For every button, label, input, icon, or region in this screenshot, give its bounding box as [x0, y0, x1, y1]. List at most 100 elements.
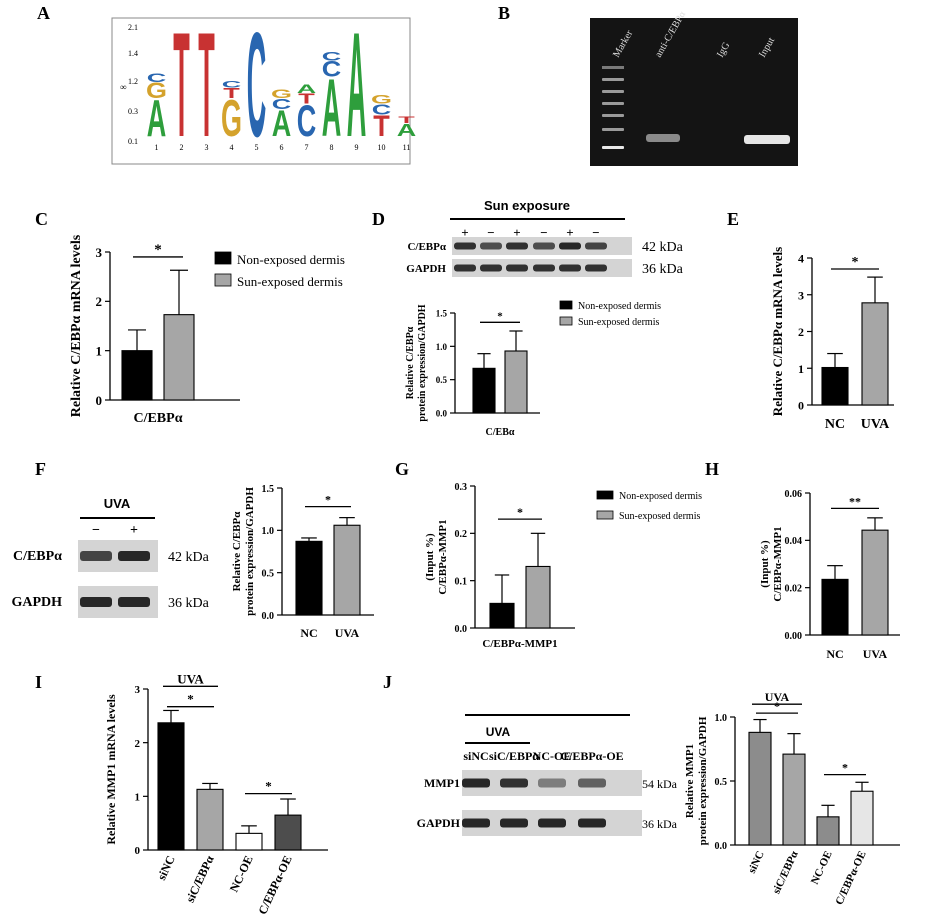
significance-marker: * [842, 761, 848, 775]
y-tick-label: 0.0 [715, 841, 728, 852]
motif-letter: C [247, 1, 266, 168]
y-axis-label: (Input %)C/EBPα-MMP1 [424, 519, 449, 594]
motif-letter: C [322, 50, 342, 63]
blot-band [538, 818, 566, 828]
blot-lane-label: C/EBPα-OE [560, 749, 623, 763]
chip-gel-image: Marker anti-C/EBPα IgG Input [590, 9, 798, 166]
motif-letter: C [147, 72, 167, 85]
blot-treatment-sign: + [513, 225, 520, 240]
x-category-label: NC-OE [227, 853, 256, 894]
blot-row-label: MMP1 [424, 776, 460, 790]
input-band [744, 135, 790, 144]
motif-position-label: 3 [205, 143, 209, 152]
chart-e: 0 1 2 3 4 Relative C/EBPα mRNA levels NC UVA * [770, 247, 894, 432]
x-category-label: siC/EBPα [770, 848, 801, 895]
motif-letter: A [297, 83, 317, 96]
y-tick-label: 1.0 [436, 342, 448, 352]
blot-band [118, 597, 150, 607]
significance-marker: * [265, 779, 272, 794]
bar-c-0 [121, 350, 153, 401]
motif-letter: G [146, 79, 167, 103]
blot-band [80, 597, 112, 607]
bar-i-2 [235, 832, 263, 851]
y-axis-label: Relative MMP1protein expression/GAPDH [684, 716, 709, 845]
blot-band [533, 264, 555, 272]
blot-band [80, 551, 112, 561]
y-axis-label: Relative MMP1 mRNA levels [104, 694, 118, 845]
y-tick-label: 0.5 [262, 569, 275, 580]
x-category-label: UVA [335, 626, 360, 640]
y-tick-label: 0.5 [715, 777, 728, 788]
chart-j: 0.0 0.5 1.0 Relative MMP1protein expression… [684, 690, 900, 907]
y-tick-label: 3 [798, 288, 804, 302]
y-tick-label: 3 [135, 684, 141, 696]
x-category-label: siC/EBPα [183, 853, 217, 905]
blot-treatment-sign: + [461, 225, 468, 240]
motif-letter: T [398, 115, 415, 125]
motif-letter: T [373, 110, 390, 144]
blot-band [533, 242, 555, 250]
western-blot-d: Sun exposure + − + − + − C/EBPα 42 kDa GAPDH 36 kD… [406, 198, 684, 277]
motif-position-label: 9 [355, 143, 359, 152]
legend-label: Sun-exposed dermis [578, 317, 659, 328]
blot-row-label: GAPDH [11, 595, 62, 610]
blot-row-label: C/EBPα [407, 241, 446, 253]
motif-y-tick: 0.1 [128, 137, 138, 146]
motif-position-label: 4 [230, 143, 234, 152]
motif-y-tick: 1.2 [128, 77, 138, 86]
motif-position-label: 8 [330, 143, 334, 152]
motif-letter: T [298, 90, 315, 107]
blot-band [585, 242, 607, 250]
blot-band [578, 818, 606, 828]
motif-letter: G [271, 88, 292, 101]
ladder-band [602, 146, 624, 149]
motif-y-axis-glyph: ∞ [120, 82, 126, 92]
blot-row-label: GAPDH [417, 816, 461, 830]
motif-letter: T [173, 1, 189, 168]
legend-swatch [214, 273, 232, 287]
x-axis-label: C/EBPα-MMP1 [482, 638, 557, 650]
ladder-band [602, 102, 624, 105]
motif-position-label: 10 [378, 143, 386, 152]
x-category-label: siNC [746, 849, 767, 875]
motif-position-label: 6 [280, 143, 284, 152]
motif-letter: A [397, 120, 416, 140]
motif-letter: A [322, 62, 341, 153]
blot-row-label: C/EBPα [13, 549, 62, 564]
bar-j-3 [850, 790, 874, 846]
y-tick-label: 0.04 [785, 536, 803, 547]
bar-i-1 [196, 788, 224, 851]
y-axis-label-line: Relative C/EBPα [231, 511, 243, 592]
blot-band [538, 778, 566, 788]
ladder-band [602, 90, 624, 93]
chart-f: 0.0 0.5 1.0 1.5 Relative C/EBPαprotein expre… [231, 484, 374, 640]
motif-letter: C [297, 96, 316, 146]
ladder-band [602, 114, 624, 117]
panel-label-h: H [705, 459, 720, 479]
ladder-band [602, 66, 624, 69]
significance-marker: * [852, 255, 859, 270]
blot-size-label: 36 kDa [642, 817, 678, 831]
significance-marker: * [497, 310, 503, 322]
motif-letter: G [221, 88, 242, 147]
y-axis-label-line: protein expression/GAPDH [417, 304, 428, 421]
y-tick-label: 0.2 [455, 529, 468, 540]
legend-swatch [596, 510, 614, 520]
panel-label-g: G [395, 459, 410, 479]
blot-row-label: GAPDH [406, 263, 446, 275]
x-category-label: NC [825, 417, 845, 432]
chart-c: 0 1 2 3 Relative C/EBPα mRNA levels C/EBPα * No… [69, 234, 345, 426]
y-tick-label: 1.5 [436, 309, 448, 319]
y-tick-label: 1.0 [262, 526, 275, 537]
legend-label: Non-exposed dermis [619, 491, 702, 502]
legend-swatch [559, 300, 573, 310]
legend-label: Sun-exposed dermis [619, 511, 700, 522]
motif-letter: T [223, 85, 240, 102]
chart-h: 0.00 0.02 0.04 0.06 (Input %)C/EBPα-MMP1 NC UV… [759, 489, 900, 661]
blot-header-label: UVA [486, 725, 511, 739]
y-axis-label-line: (Input %) [424, 533, 436, 581]
blot-size-label: 36 kDa [168, 596, 210, 611]
blot-strip [462, 770, 642, 796]
